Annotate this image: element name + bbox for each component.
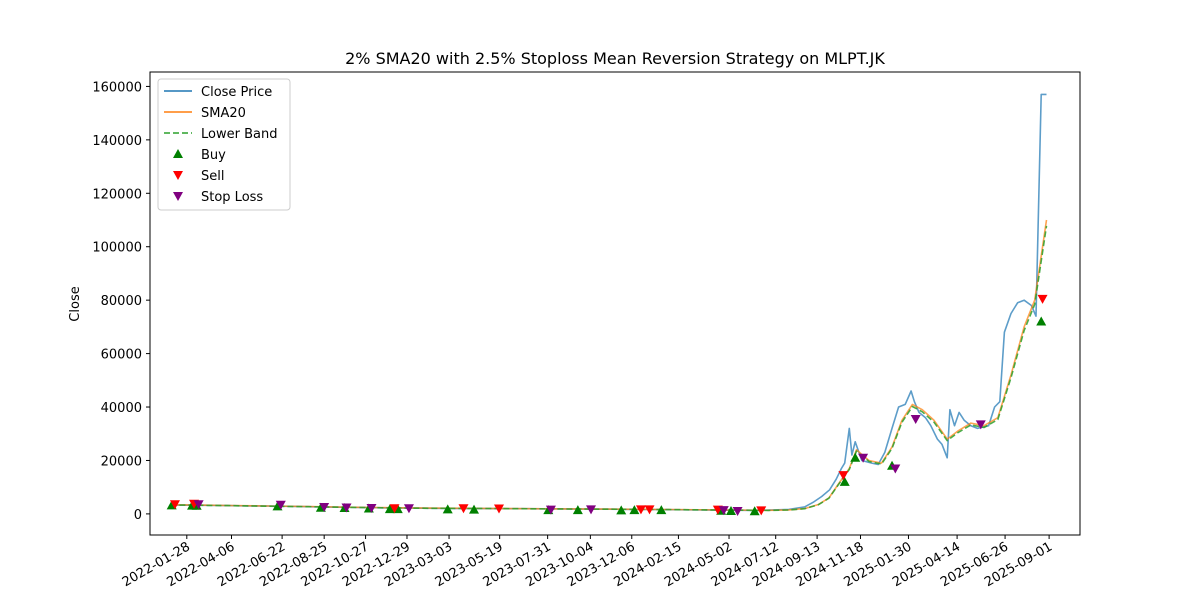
stop-loss-marker [193,500,204,510]
sell-marker [838,471,849,481]
sell-marker [493,504,504,514]
y-tick-label: 60000 [101,348,142,363]
buy-marker [629,505,640,515]
plot-area [166,93,1048,516]
buy-marker [469,504,480,514]
legend-label-close-price: Close Price [201,85,272,100]
buy-marker [656,505,667,515]
legend-swatch-sell [173,171,183,180]
buy-marker [839,476,850,486]
stop-loss-marker [732,506,743,516]
y-tick-label: 40000 [101,401,142,416]
plot-frame [149,71,1081,536]
stop-loss-marker [319,502,330,512]
stop-loss-marker [890,464,901,474]
stop-loss-marker [910,415,921,425]
chart-title: 2% SMA20 with 2.5% Stoploss Mean Reversi… [345,49,885,68]
y-tick-label: 160000 [92,80,142,95]
legend-label-buy: Buy [201,148,226,163]
y-axis-label: Close [68,286,83,321]
buy-marker [572,505,583,515]
legend-label-lower-band: Lower Band [201,127,277,142]
stop-loss-marker [545,505,556,515]
sell-marker [644,505,655,515]
buy-marker [1036,316,1047,326]
sell-marker [756,506,767,516]
y-tick-label: 120000 [92,187,142,202]
series-line-close-price [170,93,1047,512]
sell-marker [169,500,180,510]
stop-loss-marker [858,453,869,463]
series-line-sma20 [170,219,1048,512]
legend: Close Price SMA20 Lower Band Buy Sell Stop Lo… [157,78,291,211]
buy-marker [616,505,627,515]
stop-loss-marker [275,500,286,510]
legend-swatch-stop-loss [173,192,183,201]
series-line-lower-band [170,225,1048,512]
buy-marker [384,504,395,514]
legend-swatch-buy [173,149,183,158]
y-tick-label: 20000 [101,454,142,469]
y-tick-label: 140000 [92,134,142,149]
buy-marker [850,452,861,462]
stop-loss-marker [975,420,986,430]
legend-label-sma20: SMA20 [201,106,246,121]
sell-marker [458,504,469,514]
legend-label-sell: Sell [201,169,224,184]
buy-marker [726,505,737,515]
sell-marker [1037,294,1048,304]
legend-label-stop-loss: Stop Loss [201,190,263,205]
y-tick-label: 0 [134,508,142,523]
stop-loss-marker [718,506,729,516]
sell-marker [389,504,400,514]
buy-marker [442,504,453,514]
buy-marker [749,506,760,516]
stop-loss-marker [341,503,352,513]
sell-marker [635,505,646,515]
stop-loss-marker [586,505,597,515]
y-tick-label: 80000 [101,294,142,309]
stop-loss-marker [366,504,377,514]
stop-loss-marker [403,504,414,514]
y-tick-label: 100000 [92,241,142,256]
